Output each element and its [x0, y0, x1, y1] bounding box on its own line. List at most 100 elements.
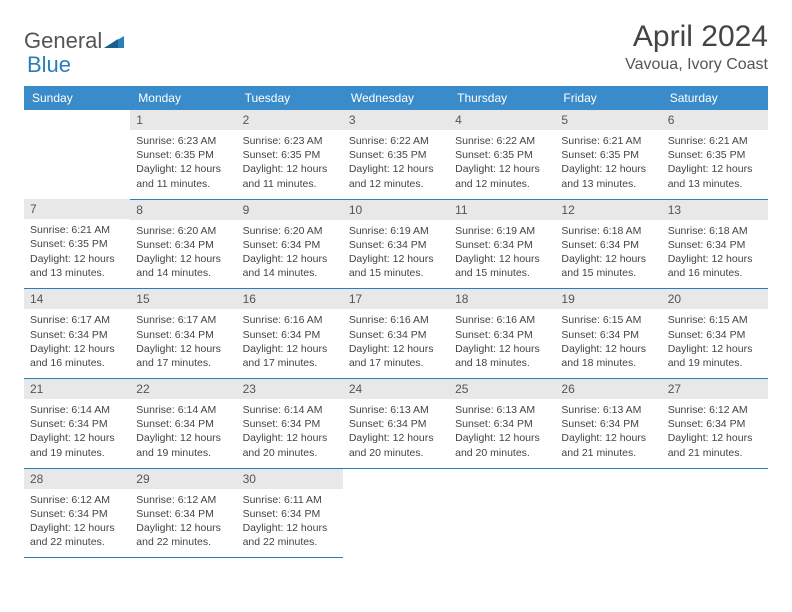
day-body: Sunrise: 6:19 AMSunset: 6:34 PMDaylight:… [343, 220, 449, 289]
day-number: 8 [130, 200, 236, 220]
sunset-text: Sunset: 6:34 PM [136, 328, 230, 342]
sunset-text: Sunset: 6:34 PM [455, 238, 549, 252]
day-body: Sunrise: 6:22 AMSunset: 6:35 PMDaylight:… [343, 130, 449, 199]
sunset-text: Sunset: 6:34 PM [455, 328, 549, 342]
day-number: 12 [555, 200, 661, 220]
sunset-text: Sunset: 6:34 PM [136, 238, 230, 252]
sunrise-text: Sunrise: 6:18 AM [668, 224, 762, 238]
sunset-text: Sunset: 6:34 PM [243, 328, 337, 342]
calendar-day-cell: 23Sunrise: 6:14 AMSunset: 6:34 PMDayligh… [237, 379, 343, 469]
daylight-text: Daylight: 12 hours and 14 minutes. [243, 252, 337, 280]
calendar-empty-cell [343, 468, 449, 558]
daylight-text: Daylight: 12 hours and 19 minutes. [30, 431, 124, 459]
calendar-week-row: 7Sunrise: 6:21 AMSunset: 6:35 PMDaylight… [24, 199, 768, 289]
day-number: 26 [555, 379, 661, 399]
day-number: 20 [662, 289, 768, 309]
calendar-day-cell: 28Sunrise: 6:12 AMSunset: 6:34 PMDayligh… [24, 468, 130, 558]
dow-header: Sunday [24, 86, 130, 110]
calendar-day-cell: 4Sunrise: 6:22 AMSunset: 6:35 PMDaylight… [449, 110, 555, 199]
day-body: Sunrise: 6:16 AMSunset: 6:34 PMDaylight:… [449, 309, 555, 378]
daylight-text: Daylight: 12 hours and 12 minutes. [455, 162, 549, 190]
sunrise-text: Sunrise: 6:11 AM [243, 493, 337, 507]
sunset-text: Sunset: 6:34 PM [136, 507, 230, 521]
sunset-text: Sunset: 6:34 PM [349, 328, 443, 342]
daylight-text: Daylight: 12 hours and 15 minutes. [561, 252, 655, 280]
dow-header: Tuesday [237, 86, 343, 110]
sunset-text: Sunset: 6:34 PM [561, 328, 655, 342]
calendar-week-row: 14Sunrise: 6:17 AMSunset: 6:34 PMDayligh… [24, 289, 768, 379]
sunrise-text: Sunrise: 6:12 AM [136, 493, 230, 507]
sunrise-text: Sunrise: 6:22 AM [455, 134, 549, 148]
day-number: 28 [24, 469, 130, 489]
day-body: Sunrise: 6:18 AMSunset: 6:34 PMDaylight:… [555, 220, 661, 289]
calendar-day-cell: 5Sunrise: 6:21 AMSunset: 6:35 PMDaylight… [555, 110, 661, 199]
calendar-empty-cell [449, 468, 555, 558]
sunrise-text: Sunrise: 6:21 AM [668, 134, 762, 148]
day-body: Sunrise: 6:11 AMSunset: 6:34 PMDaylight:… [237, 489, 343, 558]
calendar-empty-cell [662, 468, 768, 558]
sunrise-text: Sunrise: 6:14 AM [243, 403, 337, 417]
calendar-day-cell: 19Sunrise: 6:15 AMSunset: 6:34 PMDayligh… [555, 289, 661, 379]
sunrise-text: Sunrise: 6:13 AM [349, 403, 443, 417]
calendar-day-cell: 7Sunrise: 6:21 AMSunset: 6:35 PMDaylight… [24, 199, 130, 289]
day-number: 4 [449, 110, 555, 130]
daylight-text: Daylight: 12 hours and 22 minutes. [243, 521, 337, 549]
daylight-text: Daylight: 12 hours and 13 minutes. [668, 162, 762, 190]
calendar-day-cell: 1Sunrise: 6:23 AMSunset: 6:35 PMDaylight… [130, 110, 236, 199]
daylight-text: Daylight: 12 hours and 21 minutes. [561, 431, 655, 459]
daylight-text: Daylight: 12 hours and 22 minutes. [136, 521, 230, 549]
sunset-text: Sunset: 6:34 PM [668, 417, 762, 431]
day-number: 27 [662, 379, 768, 399]
day-body: Sunrise: 6:14 AMSunset: 6:34 PMDaylight:… [237, 399, 343, 468]
sunset-text: Sunset: 6:34 PM [668, 328, 762, 342]
sunrise-text: Sunrise: 6:15 AM [561, 313, 655, 327]
day-number: 11 [449, 200, 555, 220]
calendar-day-cell: 3Sunrise: 6:22 AMSunset: 6:35 PMDaylight… [343, 110, 449, 199]
sunrise-text: Sunrise: 6:23 AM [243, 134, 337, 148]
calendar-day-cell: 20Sunrise: 6:15 AMSunset: 6:34 PMDayligh… [662, 289, 768, 379]
day-body: Sunrise: 6:18 AMSunset: 6:34 PMDaylight:… [662, 220, 768, 289]
sunset-text: Sunset: 6:35 PM [30, 237, 124, 251]
calendar-day-cell: 11Sunrise: 6:19 AMSunset: 6:34 PMDayligh… [449, 199, 555, 289]
sunrise-text: Sunrise: 6:18 AM [561, 224, 655, 238]
day-number: 18 [449, 289, 555, 309]
sunset-text: Sunset: 6:34 PM [349, 417, 443, 431]
calendar-day-cell: 2Sunrise: 6:23 AMSunset: 6:35 PMDaylight… [237, 110, 343, 199]
day-body: Sunrise: 6:20 AMSunset: 6:34 PMDaylight:… [130, 220, 236, 289]
sunset-text: Sunset: 6:34 PM [243, 238, 337, 252]
sunrise-text: Sunrise: 6:23 AM [136, 134, 230, 148]
day-number: 14 [24, 289, 130, 309]
daylight-text: Daylight: 12 hours and 17 minutes. [136, 342, 230, 370]
sunrise-text: Sunrise: 6:16 AM [455, 313, 549, 327]
calendar-week-row: 28Sunrise: 6:12 AMSunset: 6:34 PMDayligh… [24, 468, 768, 558]
sunset-text: Sunset: 6:34 PM [243, 507, 337, 521]
sunset-text: Sunset: 6:35 PM [349, 148, 443, 162]
day-number: 21 [24, 379, 130, 399]
day-body: Sunrise: 6:12 AMSunset: 6:34 PMDaylight:… [130, 489, 236, 558]
day-number: 24 [343, 379, 449, 399]
day-body: Sunrise: 6:23 AMSunset: 6:35 PMDaylight:… [237, 130, 343, 199]
sunrise-text: Sunrise: 6:17 AM [30, 313, 124, 327]
calendar-day-cell: 21Sunrise: 6:14 AMSunset: 6:34 PMDayligh… [24, 379, 130, 469]
sunset-text: Sunset: 6:34 PM [668, 238, 762, 252]
sunset-text: Sunset: 6:34 PM [30, 417, 124, 431]
day-number: 3 [343, 110, 449, 130]
day-number: 6 [662, 110, 768, 130]
sunset-text: Sunset: 6:34 PM [561, 417, 655, 431]
day-body: Sunrise: 6:13 AMSunset: 6:34 PMDaylight:… [343, 399, 449, 468]
sunrise-text: Sunrise: 6:16 AM [349, 313, 443, 327]
daylight-text: Daylight: 12 hours and 15 minutes. [455, 252, 549, 280]
logo-triangle-icon [104, 34, 124, 48]
day-body: Sunrise: 6:13 AMSunset: 6:34 PMDaylight:… [449, 399, 555, 468]
dow-header: Saturday [662, 86, 768, 110]
dow-header: Wednesday [343, 86, 449, 110]
daylight-text: Daylight: 12 hours and 20 minutes. [349, 431, 443, 459]
dow-header: Thursday [449, 86, 555, 110]
calendar-day-cell: 29Sunrise: 6:12 AMSunset: 6:34 PMDayligh… [130, 468, 236, 558]
daylight-text: Daylight: 12 hours and 17 minutes. [349, 342, 443, 370]
sunset-text: Sunset: 6:34 PM [243, 417, 337, 431]
sunset-text: Sunset: 6:34 PM [455, 417, 549, 431]
day-body: Sunrise: 6:12 AMSunset: 6:34 PMDaylight:… [24, 489, 130, 558]
sunrise-text: Sunrise: 6:13 AM [561, 403, 655, 417]
day-number: 16 [237, 289, 343, 309]
